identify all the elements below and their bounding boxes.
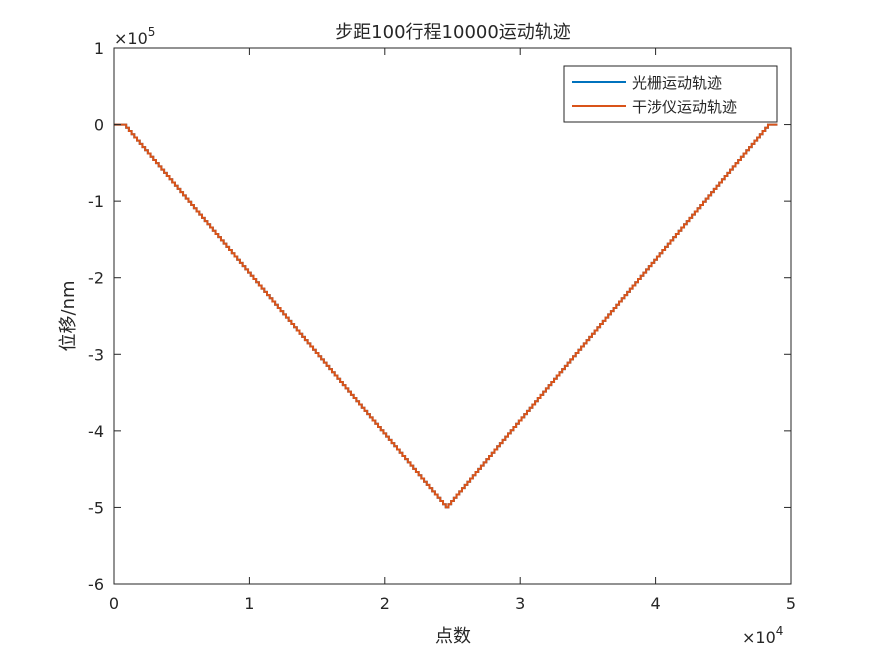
y-tick-label: 0	[94, 116, 104, 135]
plot-frame	[113, 47, 792, 585]
y-tick-label: -5	[88, 498, 104, 517]
plot-area	[114, 48, 791, 584]
x-axis-label: 点数	[435, 626, 471, 647]
y-tick-label: -1	[88, 192, 104, 211]
y-tick-label: 1	[94, 39, 104, 58]
series-layer	[114, 123, 778, 509]
legend-label-2: 干涉仪运动轨迹	[632, 98, 737, 116]
chart-title: 步距100行程10000运动轨迹	[335, 22, 571, 43]
x-tick-label: 0	[109, 594, 119, 613]
x-exponent: ×104	[742, 624, 783, 647]
y-tick-label: -6	[88, 575, 104, 594]
svg-text:×104: ×104	[742, 624, 783, 647]
x-tick-label: 2	[380, 594, 390, 613]
y-exponent: ×105	[114, 25, 155, 48]
y-axis-label: 位移/nm	[58, 280, 79, 351]
x-tick-label: 3	[515, 594, 525, 613]
y-exponent-base: ×10	[114, 29, 148, 48]
y-axis-ticks: 1 0 -1 -2 -3 -4 -5 -6	[88, 39, 791, 594]
x-tick-label: 4	[651, 594, 661, 613]
series-line-2	[114, 123, 778, 509]
legend-box	[563, 65, 778, 123]
x-tick-label: 5	[786, 594, 796, 613]
x-axis-ticks: 0 1 2 3 4 5	[109, 48, 796, 613]
y-tick-label: -4	[88, 422, 104, 441]
legend-label-1: 光栅运动轨迹	[632, 74, 722, 92]
x-tick-label: 1	[244, 594, 254, 613]
y-exponent-power: 5	[148, 25, 156, 39]
x-exponent-power: 4	[776, 624, 784, 638]
svg-text:×105: ×105	[114, 25, 155, 48]
y-tick-label: -2	[88, 269, 104, 288]
x-exponent-base: ×10	[742, 628, 776, 647]
y-tick-label: -3	[88, 345, 104, 364]
